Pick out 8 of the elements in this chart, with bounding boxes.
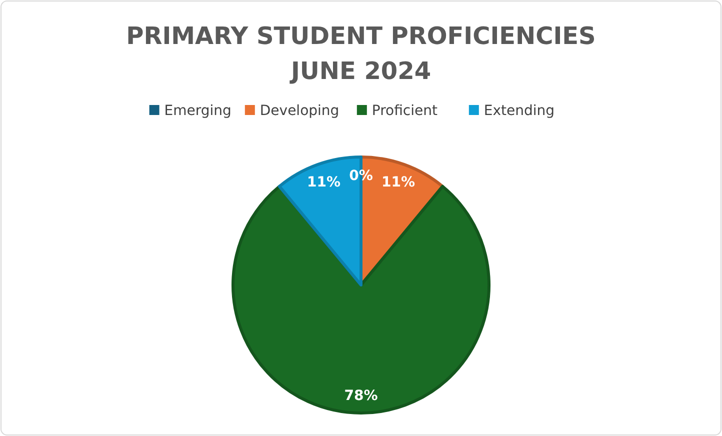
data-label: 11%: [306, 174, 340, 190]
data-label: 78%: [344, 388, 378, 404]
data-label: 11%: [382, 174, 416, 190]
legend-label: Proficient: [372, 103, 438, 119]
legend-label: Extending: [484, 103, 555, 119]
legend-label: Developing: [260, 103, 340, 119]
legend-label: Emerging: [164, 103, 232, 119]
chart-title: PRIMARY STUDENT PROFICIENCIES JUNE 2024: [126, 22, 596, 85]
